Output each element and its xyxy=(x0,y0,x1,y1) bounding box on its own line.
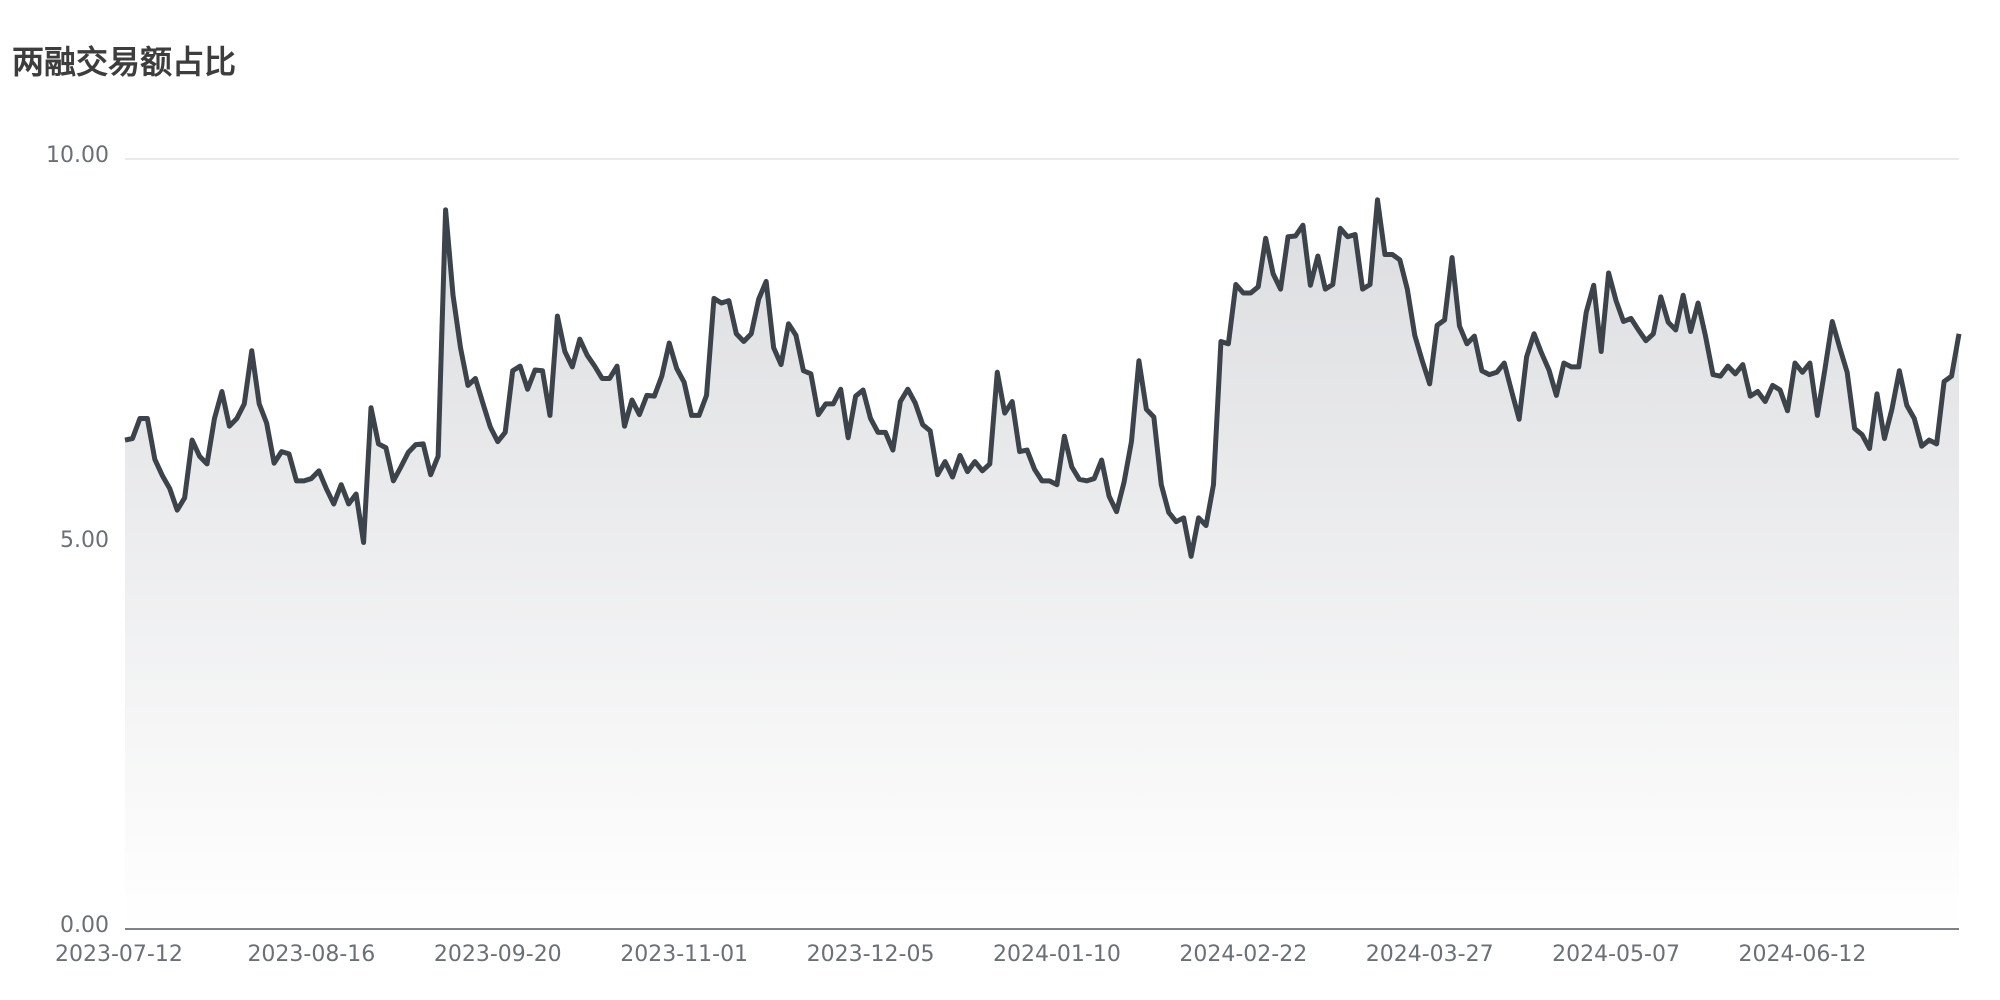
y-tick-label: 5.00 xyxy=(60,528,109,553)
x-tick-label: 2023-07-12 xyxy=(55,942,183,967)
x-tick-label: 2024-03-27 xyxy=(1366,942,1494,967)
x-tick-label: 2024-02-22 xyxy=(1179,942,1307,967)
y-tick-label: 0.00 xyxy=(60,913,109,938)
x-tick-label: 2024-06-12 xyxy=(1739,942,1867,967)
x-tick-label: 2023-12-05 xyxy=(807,942,935,967)
x-tick-label: 2023-09-20 xyxy=(434,942,562,967)
x-tick-label: 2024-05-07 xyxy=(1552,942,1680,967)
x-tick-label: 2023-08-16 xyxy=(247,942,375,967)
x-tick-label: 2023-11-01 xyxy=(620,942,748,967)
y-tick-label: 10.00 xyxy=(46,143,109,168)
chart-title: 两融交易额占比 xyxy=(12,43,236,81)
area xyxy=(125,199,1959,929)
line xyxy=(124,197,1962,559)
x-tick-label: 2024-01-10 xyxy=(993,942,1121,967)
